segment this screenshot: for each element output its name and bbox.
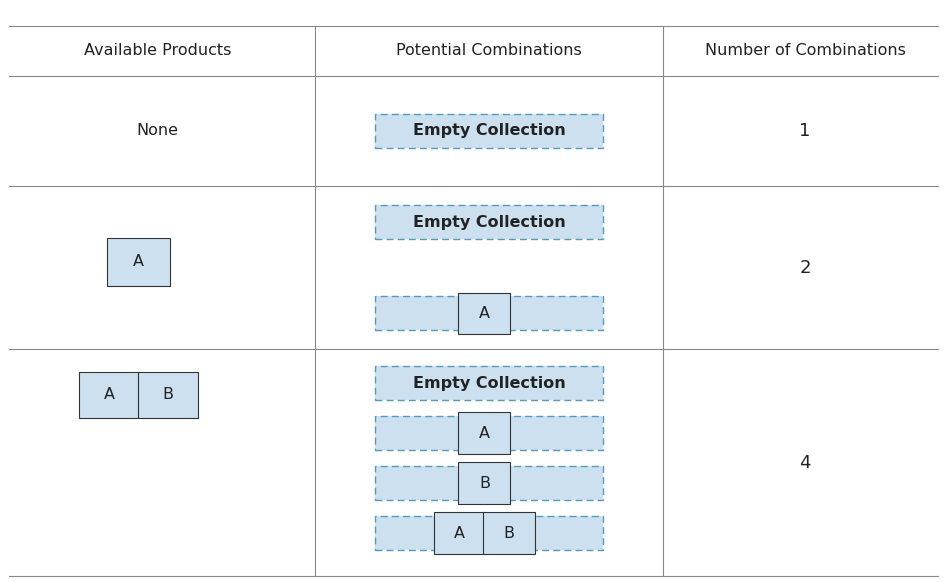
Text: Empty Collection: Empty Collection: [413, 215, 565, 229]
Bar: [375, 367, 602, 400]
Bar: [375, 296, 602, 330]
Text: Empty Collection: Empty Collection: [413, 123, 565, 139]
Text: Empty Collection: Empty Collection: [413, 376, 565, 391]
Bar: [375, 367, 602, 400]
Bar: [138, 372, 198, 417]
Text: B: B: [479, 475, 490, 491]
Bar: [458, 462, 510, 504]
Text: A: A: [134, 254, 144, 269]
Bar: [80, 372, 139, 417]
Text: 4: 4: [799, 454, 811, 471]
Text: B: B: [163, 387, 173, 402]
Bar: [375, 114, 602, 148]
Text: A: A: [104, 387, 115, 402]
Bar: [458, 293, 510, 334]
Text: A: A: [455, 526, 465, 541]
Text: 2: 2: [799, 259, 811, 276]
Text: Number of Combinations: Number of Combinations: [705, 44, 905, 58]
Text: None: None: [136, 123, 179, 139]
Text: 1: 1: [799, 122, 811, 140]
Bar: [375, 416, 602, 450]
Bar: [375, 466, 602, 500]
Text: A: A: [479, 306, 490, 321]
Bar: [108, 238, 170, 286]
Bar: [375, 296, 602, 330]
Text: Potential Combinations: Potential Combinations: [396, 44, 582, 58]
Text: A: A: [479, 425, 490, 441]
Text: Available Products: Available Products: [84, 44, 231, 58]
Bar: [458, 413, 510, 454]
Bar: [434, 512, 486, 554]
Bar: [375, 205, 602, 239]
Text: B: B: [504, 526, 514, 541]
Bar: [375, 516, 602, 550]
Bar: [375, 516, 602, 550]
Bar: [483, 512, 535, 554]
Bar: [375, 205, 602, 239]
Bar: [375, 416, 602, 450]
Bar: [375, 114, 602, 148]
Bar: [375, 466, 602, 500]
